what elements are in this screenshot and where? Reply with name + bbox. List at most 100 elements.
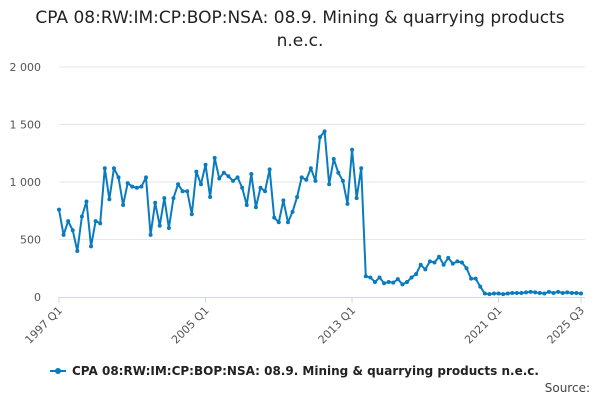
data-point[interactable] [492,291,496,296]
data-point[interactable] [148,232,153,237]
data-point[interactable] [446,255,451,260]
data-point[interactable] [272,215,277,220]
data-point[interactable] [57,207,61,212]
data-point[interactable] [482,291,487,296]
data-point[interactable] [153,200,158,205]
data-point[interactable] [510,290,515,295]
data-point[interactable] [473,276,478,281]
data-point[interactable] [432,260,437,265]
data-point[interactable] [345,201,350,206]
data-point[interactable] [194,169,199,174]
data-point[interactable] [501,292,506,297]
data-point[interactable] [130,184,135,189]
data-point[interactable] [290,209,295,214]
data-point[interactable] [560,290,565,295]
data-point[interactable] [414,272,419,276]
data-point[interactable] [514,290,519,295]
data-point[interactable] [441,262,446,267]
data-point[interactable] [93,219,98,224]
data-point[interactable] [565,290,570,295]
data-point[interactable] [304,177,309,182]
data-point[interactable] [382,281,387,286]
data-point[interactable] [208,194,213,199]
data-point[interactable] [569,290,574,295]
data-point[interactable] [217,176,222,181]
data-point[interactable] [459,260,464,265]
data-point[interactable] [400,282,405,287]
data-point[interactable] [281,198,286,203]
data-point[interactable] [221,170,226,175]
data-point[interactable] [395,277,400,282]
data-point[interactable] [299,175,304,180]
data-point[interactable] [235,175,240,180]
data-point[interactable] [285,220,290,225]
data-point[interactable] [386,280,391,285]
data-point[interactable] [70,228,75,233]
data-point[interactable] [331,157,336,161]
data-point[interactable] [134,185,139,190]
data-point[interactable] [185,189,190,194]
data-point[interactable] [423,267,428,272]
data-point[interactable] [469,276,474,281]
data-point[interactable] [546,289,551,294]
data-point[interactable] [464,266,469,271]
data-point[interactable] [327,182,332,187]
data-point[interactable] [107,197,112,202]
data-point[interactable] [336,170,341,175]
source-credit[interactable]: Source: [544,381,590,395]
data-point[interactable] [313,178,318,183]
legend-item[interactable]: CPA 08:RW:IM:CP:BOP:NSA: 08.9. Mining & … [50,364,539,378]
data-point[interactable] [125,181,130,186]
data-point[interactable] [556,289,561,294]
data-point[interactable] [144,175,148,180]
data-point[interactable] [579,291,583,296]
data-point[interactable] [377,275,382,280]
data-point[interactable] [368,275,373,280]
data-point[interactable] [524,290,529,295]
data-point[interactable] [528,289,533,294]
data-point[interactable] [244,203,249,207]
data-point[interactable] [66,219,71,224]
data-point[interactable] [318,135,322,140]
data-point[interactable] [350,147,355,152]
data-point[interactable] [542,291,547,296]
data-point[interactable] [418,262,423,267]
data-point[interactable] [139,184,144,189]
data-point[interactable] [276,220,281,225]
data-point[interactable] [102,166,107,171]
data-point[interactable] [249,171,254,176]
data-point[interactable] [162,196,167,201]
data-point[interactable] [308,166,313,171]
data-point[interactable] [359,166,364,171]
data-point[interactable] [537,290,542,295]
data-point[interactable] [198,182,203,187]
data-point[interactable] [372,280,377,285]
data-point[interactable] [111,166,116,171]
data-point[interactable] [391,280,396,285]
data-point[interactable] [478,284,483,289]
data-point[interactable] [574,290,579,295]
data-point[interactable] [487,292,492,297]
data-point[interactable] [171,196,176,201]
data-point[interactable] [505,291,510,296]
data-point[interactable] [258,185,263,190]
data-point[interactable] [176,182,181,187]
data-point[interactable] [240,185,245,190]
data-point[interactable] [437,254,442,259]
data-point[interactable] [363,274,368,279]
data-point[interactable] [295,194,300,199]
data-point[interactable] [84,199,89,204]
data-point[interactable] [409,275,414,280]
data-point[interactable] [79,214,84,219]
data-point[interactable] [450,261,455,266]
data-point[interactable] [212,155,217,160]
data-point[interactable] [121,203,126,207]
data-point[interactable] [427,259,432,264]
data-point[interactable] [98,221,103,226]
data-point[interactable] [203,162,208,167]
data-point[interactable] [166,226,171,230]
data-point[interactable] [496,291,501,296]
data-point[interactable] [551,290,556,295]
data-point[interactable] [116,175,121,180]
data-point[interactable] [75,249,80,253]
